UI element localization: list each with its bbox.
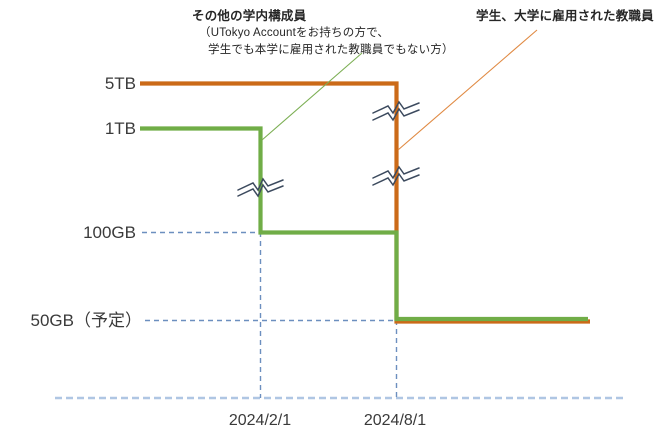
y-tick-label-100gb: 100GB — [83, 223, 136, 242]
axis-break-mark-orange-upper — [372, 100, 420, 122]
y-tick-label-5tb: 5TB — [104, 74, 136, 93]
series-line-other-members — [140, 126, 588, 322]
annotation-right-title: 学生、大学に雇用された教職員 — [476, 9, 654, 23]
axis-break-mark-orange-lower — [372, 165, 420, 187]
leader-line-left-annotation — [261, 52, 363, 141]
y-tick-label-50gb: 50GB（予定） — [30, 311, 142, 330]
leader-line-right-annotation — [397, 29, 538, 151]
y-tick-label-1tb: 1TB — [104, 119, 136, 138]
annotation-left-line3: 学生でも本学に雇用された教職員でもない方） — [208, 44, 454, 56]
annotation-left-title: その他の学内構成員 — [192, 9, 307, 23]
annotation-left-line2: （UTokyo Accountをお持ちの方で、 — [199, 27, 390, 39]
x-tick-label-2024-2-1: 2024/2/1 — [228, 412, 292, 429]
axis-break-mark-green — [237, 177, 284, 198]
series-line-students — [140, 81, 590, 324]
x-tick-label-2024-8-1: 2024/8/1 — [363, 412, 427, 429]
